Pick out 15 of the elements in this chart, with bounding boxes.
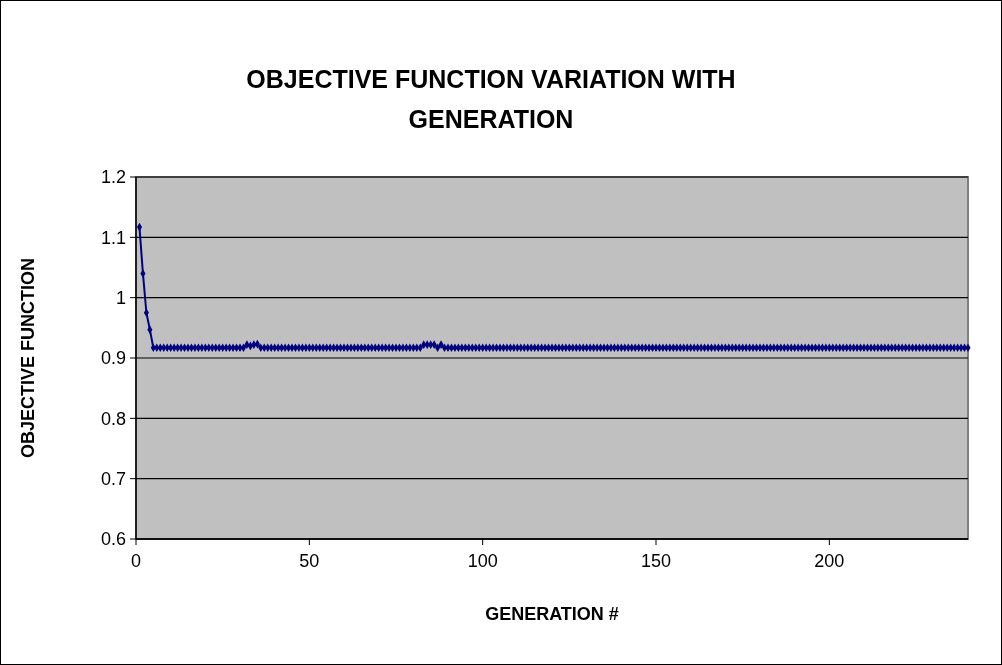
y-tick-label: 1 bbox=[115, 287, 126, 308]
x-tick-label: 200 bbox=[814, 551, 845, 571]
y-tick-label: 0.9 bbox=[100, 348, 126, 369]
y-tick-label: 0.8 bbox=[100, 408, 126, 429]
y-tick-label: 0.7 bbox=[100, 468, 126, 489]
x-tick-label: 50 bbox=[299, 551, 320, 571]
y-tick-label: 0.6 bbox=[100, 529, 126, 550]
chart-title: OBJECTIVE FUNCTION VARIATION WITH GENERATION bbox=[246, 65, 736, 133]
y-tick-label: 1.1 bbox=[100, 227, 126, 248]
y-axis-title: OBJECTIVE FUNCTION bbox=[18, 257, 38, 459]
x-tick-label: 100 bbox=[467, 551, 498, 571]
x-tick-label: 0 bbox=[130, 551, 142, 571]
x-tick-label: 150 bbox=[640, 551, 672, 571]
x-axis-title: GENERATION # bbox=[485, 604, 619, 624]
y-tick-label: 1.2 bbox=[100, 167, 126, 188]
